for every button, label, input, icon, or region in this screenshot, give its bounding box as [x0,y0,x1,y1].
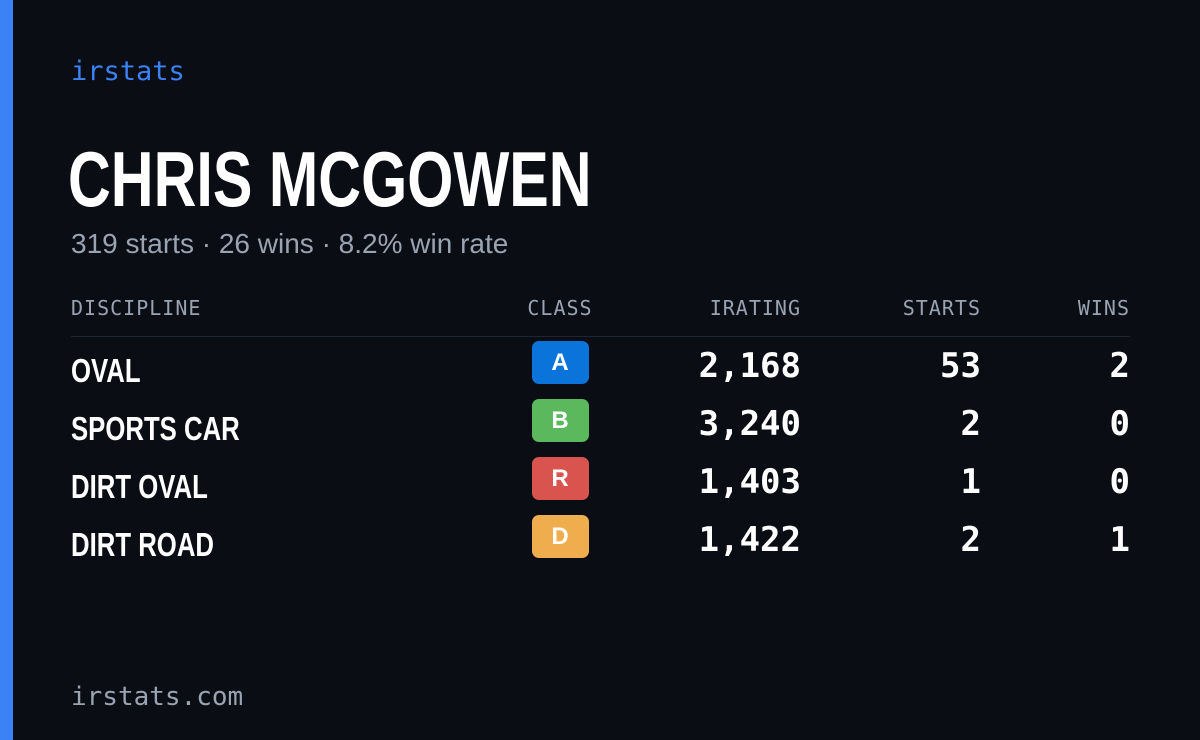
wins-value: 0 [1109,404,1130,444]
wins-value: 0 [1109,462,1130,502]
header-wins: WINS [981,296,1130,337]
class-cell: A [501,337,619,396]
table-header-row: DISCIPLINE CLASS IRATING STARTS WINS [71,296,1130,337]
wins-value: 2 [1109,346,1130,386]
summary-separator: · [321,228,331,259]
discipline-label: SPORTS CAR [71,410,240,447]
discipline-name: OVAL [71,337,501,396]
discipline-label: DIRT ROAD [71,526,214,563]
class-cell: B [501,395,619,453]
table-row: DIRT OVAL R 1,403 1 0 [71,453,1130,511]
player-name: CHRIS MCGOWEN [68,135,592,223]
class-badge: A [531,340,589,384]
summary-separator: · [201,228,212,259]
table-row: DIRT ROAD D 1,422 2 1 [71,511,1130,569]
wins-value: 1 [1109,520,1130,560]
header-class: CLASS [501,296,619,337]
class-cell: R [501,453,619,511]
starts-value: 2 [960,404,981,444]
discipline-label: DIRT OVAL [71,468,208,505]
table-row: OVAL A 2,168 53 2 [71,337,1130,396]
irating-value: 2,168 [698,346,801,386]
header-discipline: DISCIPLINE [71,296,501,337]
discipline-label: OVAL [71,352,141,389]
starts-value: 2 [960,520,981,560]
header-irating: IRATING [619,296,801,337]
summary-win-rate: 8.2% win rate [338,228,509,259]
accent-bar [0,0,13,740]
starts-value: 1 [960,462,981,502]
class-badge: D [531,514,589,558]
class-badge: B [531,398,589,442]
discipline-name: DIRT ROAD [71,511,501,569]
irating-value: 3,240 [698,404,801,444]
discipline-stats-table: DISCIPLINE CLASS IRATING STARTS WINS OVA… [71,296,1130,569]
discipline-name: DIRT OVAL [71,453,501,511]
discipline-name: SPORTS CAR [71,395,501,453]
player-summary: 319 starts · 26 wins · 8.2% win rate [71,228,508,260]
table-row: SPORTS CAR B 3,240 2 0 [71,395,1130,453]
irating-value: 1,403 [698,462,801,502]
brand-logo-text: irstats [71,56,185,87]
footer-domain: irstats.com [71,682,244,712]
summary-starts: 319 starts [71,228,194,259]
summary-wins: 26 wins [218,228,314,259]
class-cell: D [501,511,619,569]
class-badge: R [531,456,589,500]
starts-value: 53 [940,346,981,386]
irating-value: 1,422 [698,520,801,560]
header-starts: STARTS [801,296,981,337]
